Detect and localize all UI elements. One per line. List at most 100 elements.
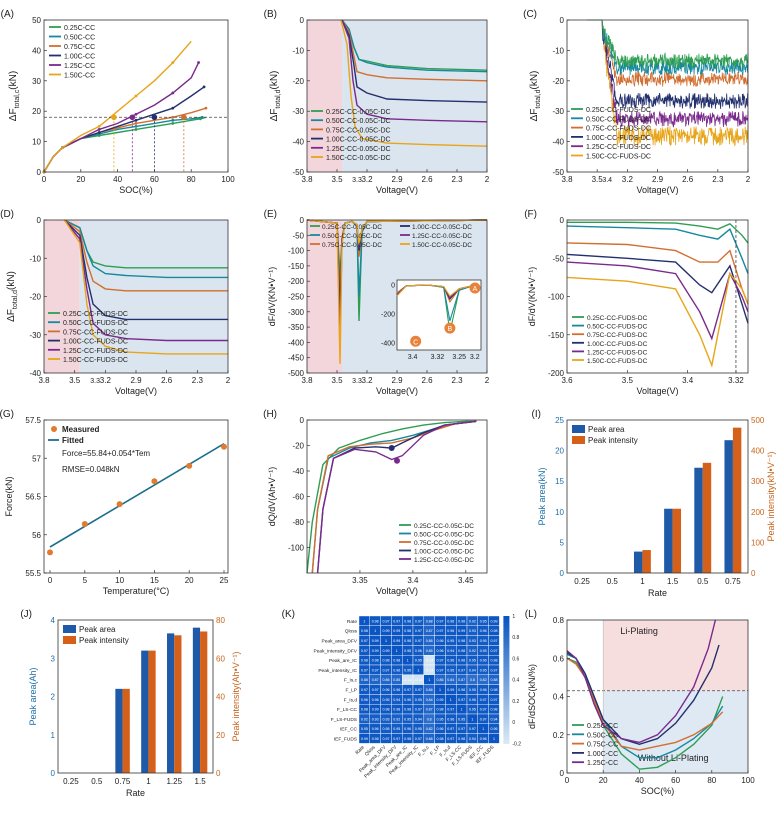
legend-swatch — [63, 625, 76, 633]
y-tick-label: -20 — [292, 77, 304, 86]
legend-entry: 0.25C-CC-FUDS-DC — [587, 315, 648, 322]
bar-peak-intensity — [702, 462, 712, 573]
colorbar-segment — [503, 686, 510, 690]
fit-line — [49, 443, 225, 548]
series-3 — [566, 253, 749, 324]
x-tick-label: 2.6 — [421, 376, 433, 385]
colorbar-segment — [503, 705, 510, 709]
heatmap-col-label: Rate — [354, 744, 366, 756]
heatmap-value: 0.97 — [458, 668, 465, 672]
marker-point — [181, 114, 187, 121]
heatmap-value: 0.96 — [491, 727, 498, 731]
panel-d: 3.3 3.8 3.5 3.2 2.9 2.6 2.3 2 -40 -30 -20 -10 0 Volta… — [0, 209, 231, 396]
heatmap-value: 0.95 — [437, 717, 444, 721]
data-point — [171, 118, 175, 122]
colorbar-tick: 1 — [512, 614, 515, 620]
colorbar-segment — [503, 721, 510, 725]
heatmap-value: 0.95 — [469, 659, 476, 663]
heatmap-value: 0.92 — [469, 649, 476, 653]
heatmap-value: 0.94 — [491, 717, 498, 721]
colorbar-segment — [503, 701, 510, 706]
measured-point — [116, 501, 123, 508]
heatmap-value: 0.96 — [480, 629, 487, 633]
legend: Peak area Peak intensity — [572, 425, 638, 445]
heatmap-value: 0.98 — [361, 629, 368, 633]
y-tick-label: 50 — [32, 16, 41, 25]
y-tick-label: 2 — [51, 693, 56, 702]
x-tick-label: 3.2 — [361, 376, 373, 385]
legend-entry: 0.50C-CC-FUDS-DC — [586, 116, 651, 123]
legend-entry: 0.50C-CC-FUDS-DC — [587, 324, 648, 331]
x-tick-label: 3.6 — [561, 376, 573, 385]
heatmap-value: 0.97 — [458, 698, 465, 702]
y-axis-unit: (kN) — [8, 71, 19, 90]
legend-entry: 1.00C-CC — [64, 54, 95, 61]
heatmap-value: 0.98 — [383, 708, 390, 712]
marker-point — [151, 114, 158, 121]
heatmap-row-label: F_Is,d — [344, 697, 358, 703]
data-point — [171, 61, 175, 64]
data-point — [134, 94, 138, 98]
heatmap-value: 0.92 — [469, 619, 476, 623]
colorbar-segment — [503, 682, 510, 687]
heatmap-value: 0.96 — [383, 688, 390, 692]
category-label: 0.75 — [115, 777, 131, 786]
x-tick-label: 3.8 — [301, 175, 313, 184]
x-tick-label: 2.3 — [451, 376, 463, 385]
heatmap-value: 0.97 — [437, 619, 444, 623]
legend-entry: 1.00C-CC-0.05C-DC — [414, 549, 474, 556]
peak-marker — [394, 457, 400, 464]
heatmap-value: 1 — [407, 659, 409, 663]
y-tick-label: -10 — [29, 254, 41, 263]
heatmap-value: 0.95 — [469, 688, 476, 692]
category-label: 0.5 — [607, 577, 619, 586]
data-point — [134, 125, 138, 128]
y-tick-label: 0.2 — [553, 731, 565, 740]
heatmap-cell — [488, 733, 500, 744]
x-tick-label: 3.5 — [592, 175, 604, 184]
legend-entry: 1.50C-CC-0.05C-DC — [326, 155, 391, 162]
heatmap-value: 1 — [439, 688, 441, 692]
heatmap-row-label: Peak_intensity_IC — [318, 668, 357, 674]
series-4 — [341, 19, 488, 123]
colorbar-segment — [503, 647, 510, 652]
panel-i: 0.25 0.5 1 1.5 0.5 0.75 0 5 10 15 20 25 0 100 200 300 40… — [532, 409, 776, 598]
legend: 0.25C-CC-FUDS-DC 0.50C-CC-FUDS-DC 0.75C-CC… — [48, 311, 128, 364]
colorbar-segment — [503, 638, 510, 642]
panel-label: (L) — [525, 609, 537, 620]
legend-swatch — [63, 636, 76, 644]
x-tick-label: 0 — [42, 175, 47, 184]
x-tick-label: 20 — [185, 576, 194, 585]
data-point — [171, 106, 175, 110]
heatmap-value: 0.95 — [415, 698, 422, 702]
heatmap-value: 0.82 — [426, 727, 433, 731]
x-tick-label: 3.8 — [561, 175, 573, 184]
panel-g: 0 5 10 15 20 25 55.5 56 56.5 57 57.5 Temperature(°C… — [0, 409, 229, 596]
heatmap-row-label: F_Is,c — [344, 678, 358, 684]
panel-label: (K) — [282, 609, 295, 620]
heatmap-row-label: IEF_CC — [340, 727, 358, 733]
colorbar-segment — [503, 698, 510, 703]
heatmap-value: 0.98 — [372, 619, 379, 623]
x-tick-label: 2.3 — [192, 376, 204, 385]
y-tick-label: 55.5 — [25, 569, 41, 578]
colorbar-tick: 0.4 — [512, 678, 519, 684]
category-label: 0.5 — [697, 577, 709, 586]
legend-entry: 1.25C-CC-FUDS-DC — [63, 348, 128, 355]
heatmap-value: 0.98 — [458, 659, 465, 663]
y-tick-label: 25 — [555, 416, 564, 425]
region-left — [307, 20, 342, 172]
legend-entry: 0.25C-CC-0.05C-DC — [414, 523, 474, 530]
heatmap-value: 0.95 — [393, 727, 400, 731]
y-tick-label: 10 — [32, 138, 41, 147]
y-tick-label: -50 — [552, 254, 564, 263]
y-tick-label: -50 — [552, 168, 564, 177]
heatmap-value: 0.98 — [372, 659, 379, 663]
series-0 — [587, 19, 749, 69]
colorbar-segment — [503, 660, 510, 665]
heatmap-value: 0.93 — [372, 717, 379, 721]
y-tick-label: -100 — [288, 544, 305, 553]
x-tick-label: 3.2 — [622, 175, 634, 184]
heatmap-value: 1 — [471, 717, 473, 721]
y2-axis-label: Peak intensity(kN•V⁻¹) — [766, 452, 776, 542]
